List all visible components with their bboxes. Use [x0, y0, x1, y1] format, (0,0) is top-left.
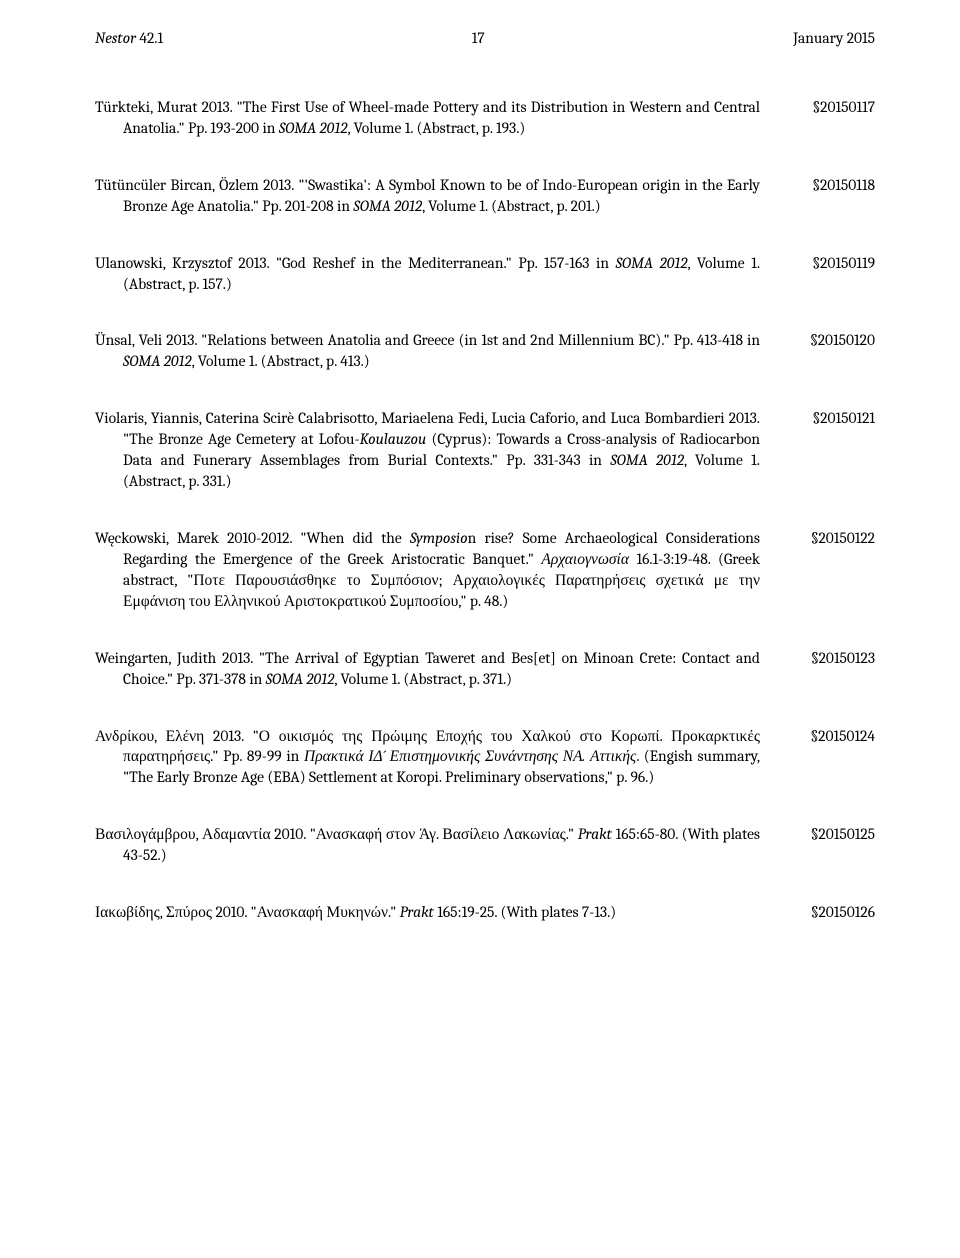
bibliography-entry: Ulanowski, Krzysztof 2013. "God Reshef i…	[95, 253, 875, 295]
entry-id: §20150118	[792, 175, 875, 196]
entry-id: §20150121	[792, 408, 875, 429]
page-number: 17	[472, 28, 485, 49]
bibliography-entry: Türkteki, Murat 2013. "The First Use of …	[95, 97, 875, 139]
issue-number: 42.1	[136, 29, 163, 47]
entry-citation: Ünsal, Veli 2013. "Relations between Ana…	[95, 330, 760, 372]
entry-id: §20150126	[791, 902, 875, 923]
bibliography-list: Türkteki, Murat 2013. "The First Use of …	[95, 97, 875, 923]
bibliography-entry: Violaris, Yiannis, Caterina Scirè Calabr…	[95, 408, 875, 492]
entry-citation: Weingarten, Judith 2013. "The Arrival of…	[95, 648, 760, 690]
bibliography-entry: Węckowski, Marek 2010-2012. "When did th…	[95, 528, 875, 612]
entry-citation: Ιακωβίδης, Σπύρος 2010. "Ανασκαφή Μυκηνώ…	[95, 902, 760, 923]
entry-id: §20150119	[792, 253, 875, 274]
entry-citation: Ulanowski, Krzysztof 2013. "God Reshef i…	[95, 253, 760, 295]
bibliography-entry: Ιακωβίδης, Σπύρος 2010. "Ανασκαφή Μυκηνώ…	[95, 902, 875, 923]
entry-citation: Ανδρίκου, Ελένη 2013. "Ο οικισμός της Πρ…	[95, 726, 760, 789]
bibliography-entry: Ανδρίκου, Ελένη 2013. "Ο οικισμός της Πρ…	[95, 726, 875, 789]
entry-citation: Tütüncüler Bircan, Özlem 2013. "'Swastik…	[95, 175, 760, 217]
entry-citation: Węckowski, Marek 2010-2012. "When did th…	[95, 528, 760, 612]
page-header: Nestor 42.1 17 January 2015	[95, 28, 875, 49]
bibliography-entry: Ünsal, Veli 2013. "Relations between Ana…	[95, 330, 875, 372]
entry-citation: Βασιλογάμβρου, Αδαμαντία 2010. "Ανασκαφή…	[95, 824, 760, 866]
header-left: Nestor 42.1	[95, 28, 163, 49]
entry-citation: Violaris, Yiannis, Caterina Scirè Calabr…	[95, 408, 760, 492]
bibliography-entry: Tütüncüler Bircan, Özlem 2013. "'Swastik…	[95, 175, 875, 217]
entry-citation: Türkteki, Murat 2013. "The First Use of …	[95, 97, 760, 139]
header-date: January 2015	[793, 28, 875, 49]
entry-id: §20150124	[790, 726, 875, 747]
entry-id: §20150125	[791, 824, 875, 845]
entry-id: §20150120	[790, 330, 875, 351]
entry-id: §20150123	[791, 648, 875, 669]
entry-id: §20150122	[791, 528, 875, 549]
bibliography-entry: Βασιλογάμβρου, Αδαμαντία 2010. "Ανασκαφή…	[95, 824, 875, 866]
journal-name: Nestor	[95, 29, 136, 47]
bibliography-entry: Weingarten, Judith 2013. "The Arrival of…	[95, 648, 875, 690]
entry-id: §20150117	[792, 97, 875, 118]
